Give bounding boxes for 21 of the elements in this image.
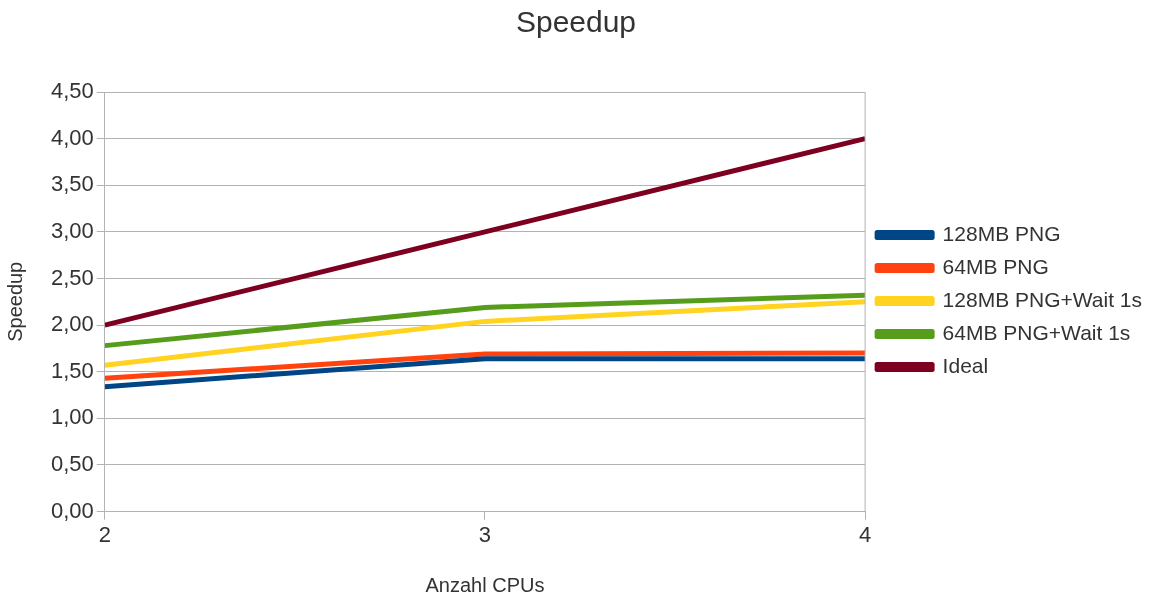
- x-tick-label: 2: [98, 521, 111, 547]
- y-tick-label: 2,50: [50, 264, 94, 290]
- legend-label: 128MB PNG+Wait 1s: [942, 287, 1143, 311]
- y-tick-label: 3,50: [50, 171, 94, 197]
- y-tick-label: 1,00: [50, 404, 94, 430]
- y-tick-label: 0,00: [50, 497, 94, 523]
- legend-label: 128MB PNG: [942, 221, 1061, 245]
- x-axis-title: Anzahl CPUs: [425, 573, 545, 596]
- y-tick-label: 4,00: [50, 124, 94, 150]
- y-tick-label: 3,00: [50, 217, 94, 243]
- y-tick-label: 1,50: [50, 357, 94, 383]
- y-axis-title: Speedup: [3, 261, 26, 342]
- legend-label: 64MB PNG: [942, 254, 1049, 278]
- chart-title: Speedup: [515, 5, 637, 39]
- y-tick-label: 4,50: [50, 78, 94, 104]
- legend-label: 64MB PNG+Wait 1s: [942, 320, 1131, 344]
- y-tick-label: 0,50: [50, 451, 94, 477]
- y-tick-label: 2,00: [50, 311, 94, 337]
- legend-label: Ideal: [942, 353, 989, 377]
- x-tick-label: 4: [859, 521, 872, 547]
- x-tick-label: 3: [478, 521, 492, 547]
